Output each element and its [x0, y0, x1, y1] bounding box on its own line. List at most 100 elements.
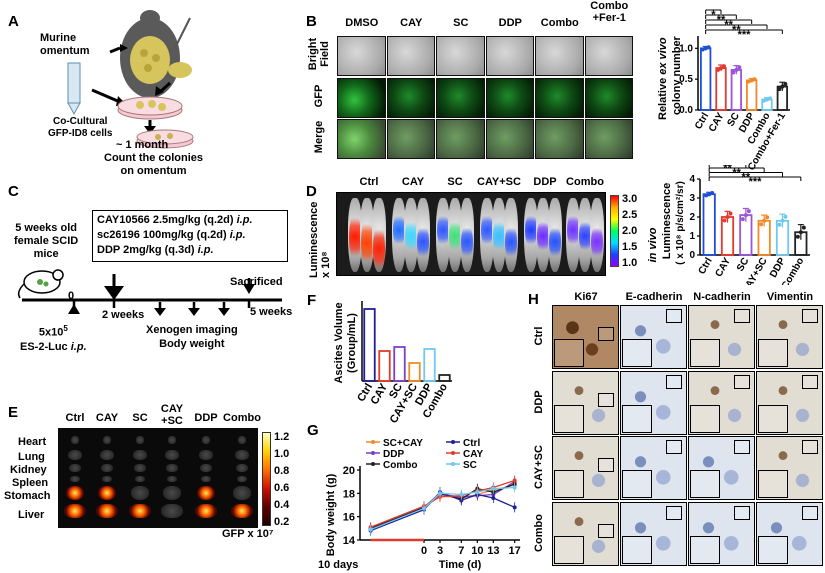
panel-h-image-r2-c2	[688, 436, 755, 500]
panel-e-cbar-tick-1: 1.0	[274, 448, 290, 460]
panel-b-image-r0-c0	[337, 36, 386, 76]
panel-f-ylabel-2: (Group/mL)	[346, 313, 358, 373]
mouse-head	[140, 10, 160, 26]
panel-h-zoom-box-r0-c3	[802, 309, 818, 323]
legend-marker	[451, 451, 455, 455]
panel-e-organ-1-4	[98, 486, 116, 500]
panel-h-zoom-inset-r1-c2	[690, 404, 720, 433]
panel-h-zoom-inset-r3-c1	[622, 535, 652, 564]
panel-d-chart-ylabel-top: in vivo	[647, 227, 659, 262]
panel-h-image-r3-c0	[552, 501, 619, 566]
panel-b-image-r1-c2	[436, 77, 485, 118]
data-point	[746, 79, 751, 84]
sacrificed-label: Sacrificed	[230, 276, 283, 288]
panel-h-zoom-inset-r3-c0	[554, 535, 584, 564]
y-tick-label: 0	[689, 250, 695, 261]
panel-e-organ-2-0	[136, 436, 144, 444]
panel-e-group-4: DDP	[194, 412, 218, 424]
panel-d-label: D	[306, 183, 317, 200]
panel-c-label: C	[8, 183, 19, 200]
panel-e-group-5: Combo	[223, 412, 261, 424]
panel-h-zoom-inset-r3-c3	[758, 535, 788, 564]
panel-d-cbar-tick-0: 3.0	[622, 193, 638, 205]
panel-e-organ-5-3	[237, 476, 247, 482]
panel-h-zoom-box-r2-c3	[802, 440, 818, 454]
x-tick-label: 0	[421, 545, 427, 557]
omentum-tissue	[130, 36, 170, 84]
panel-e-cbar-tick-2: 0.8	[274, 465, 290, 477]
bar-3	[746, 79, 758, 111]
sig-label: ***	[738, 29, 752, 41]
data-point	[740, 217, 745, 222]
panel-h-zoom-inset-r0-c1	[622, 339, 652, 367]
panel-d-signal-5-2	[591, 224, 603, 260]
data-point	[731, 70, 736, 75]
panel-e-organ-4: Stomach	[4, 490, 51, 502]
y-tick-label: 3	[689, 193, 695, 204]
panel-e-organ-0: Heart	[18, 436, 47, 448]
mouse-icon	[17, 269, 64, 299]
x-tick-label-1: CAY	[707, 111, 727, 134]
panel-b-image-r0-c1	[386, 36, 435, 76]
panel-b-image-r2-c2	[436, 119, 485, 159]
panel-e-organ-0-0	[71, 436, 79, 444]
panel-d-signal-4-1	[537, 218, 549, 254]
panel-h-zoom-inset-r0-c0	[554, 339, 584, 367]
panel-b-image-r0-c5	[584, 36, 633, 76]
data-point	[752, 77, 757, 82]
bar-1	[715, 67, 727, 111]
imaging-label: Xenogen imaging Body weight	[146, 324, 238, 350]
panel-h-image-r3-c2	[688, 501, 755, 566]
panel-e-organ-3: Spleen	[12, 477, 49, 489]
data-point	[765, 215, 770, 220]
panel-e-cbar-tick-4: 0.4	[274, 499, 290, 511]
coculture-label: Co-Cultural GFP-ID8 cells	[48, 116, 113, 139]
panel-d-signal-3-1	[493, 218, 505, 254]
panel-e-organ-0-2	[69, 464, 81, 472]
panel-h-column-3: Vimentin	[766, 291, 814, 303]
panel-h-zoom-box-r2-c2	[734, 440, 750, 454]
panel-d-group-5: Combo	[566, 176, 604, 188]
panel-e-organ-3-2	[166, 464, 178, 472]
panel-h-zoom-inset-r0-c3	[758, 339, 788, 367]
panel-c-timeline	[17, 269, 282, 316]
data-point	[798, 230, 803, 235]
y-tick-label: 18	[343, 488, 355, 500]
panel-h-column-0: Ki67	[574, 291, 598, 303]
panel-h-row-label-2: CAY+SC	[533, 445, 545, 489]
panel-d-signal-0-2	[373, 224, 385, 274]
bar-2	[730, 69, 742, 111]
data-point	[737, 65, 742, 70]
result-label: Count the colonies on omentum	[104, 152, 203, 177]
panel-d-signal-5-0	[567, 212, 579, 248]
panel-d-group-2: SC	[447, 176, 463, 188]
data-point	[710, 191, 715, 196]
panel-e-organ-4-3	[201, 476, 211, 482]
panel-e-organ-5-0	[238, 436, 246, 444]
panel-h-image-r0-c2	[688, 305, 755, 369]
panel-b-image-r2-c5	[584, 119, 633, 159]
bar-2	[393, 346, 406, 382]
treatment-ddp: DDP 2mg/kg (q.3d) i.p.	[97, 244, 214, 256]
panel-h-zoom-box-r3-c1	[666, 505, 682, 520]
panel-b-image-r0-c2	[436, 36, 485, 76]
legend-marker	[371, 440, 375, 444]
sig-label: ***	[749, 176, 763, 188]
data-point	[703, 46, 708, 51]
panel-h-row-label-1: DDP	[533, 389, 545, 414]
panel-d-cbar-tick-1: 2.5	[622, 209, 638, 221]
panel-h-zoom-box-r2-c0	[598, 458, 614, 472]
panel-d-chart: 01234CtrlCAYSCCAY+SCDDPCombo***********i…	[647, 165, 810, 285]
panel-e-organ-4-4	[197, 486, 215, 500]
panel-e-cbar-tick-5: 0.2	[274, 516, 290, 528]
panel-d-cbar-tick-4: 1.0	[622, 257, 638, 269]
timeline-2weeks: 2 weeks	[102, 309, 145, 321]
panel-e-organ-4-5	[195, 504, 217, 518]
panel-d-signal-2-2	[461, 224, 473, 260]
panel-e-organ-3-1	[165, 450, 179, 460]
data-point	[765, 97, 769, 102]
panel-d-signal-0-1	[361, 218, 373, 268]
panel-b-image-r2-c0	[337, 119, 386, 159]
y-tick-label: 1.0	[679, 43, 693, 54]
